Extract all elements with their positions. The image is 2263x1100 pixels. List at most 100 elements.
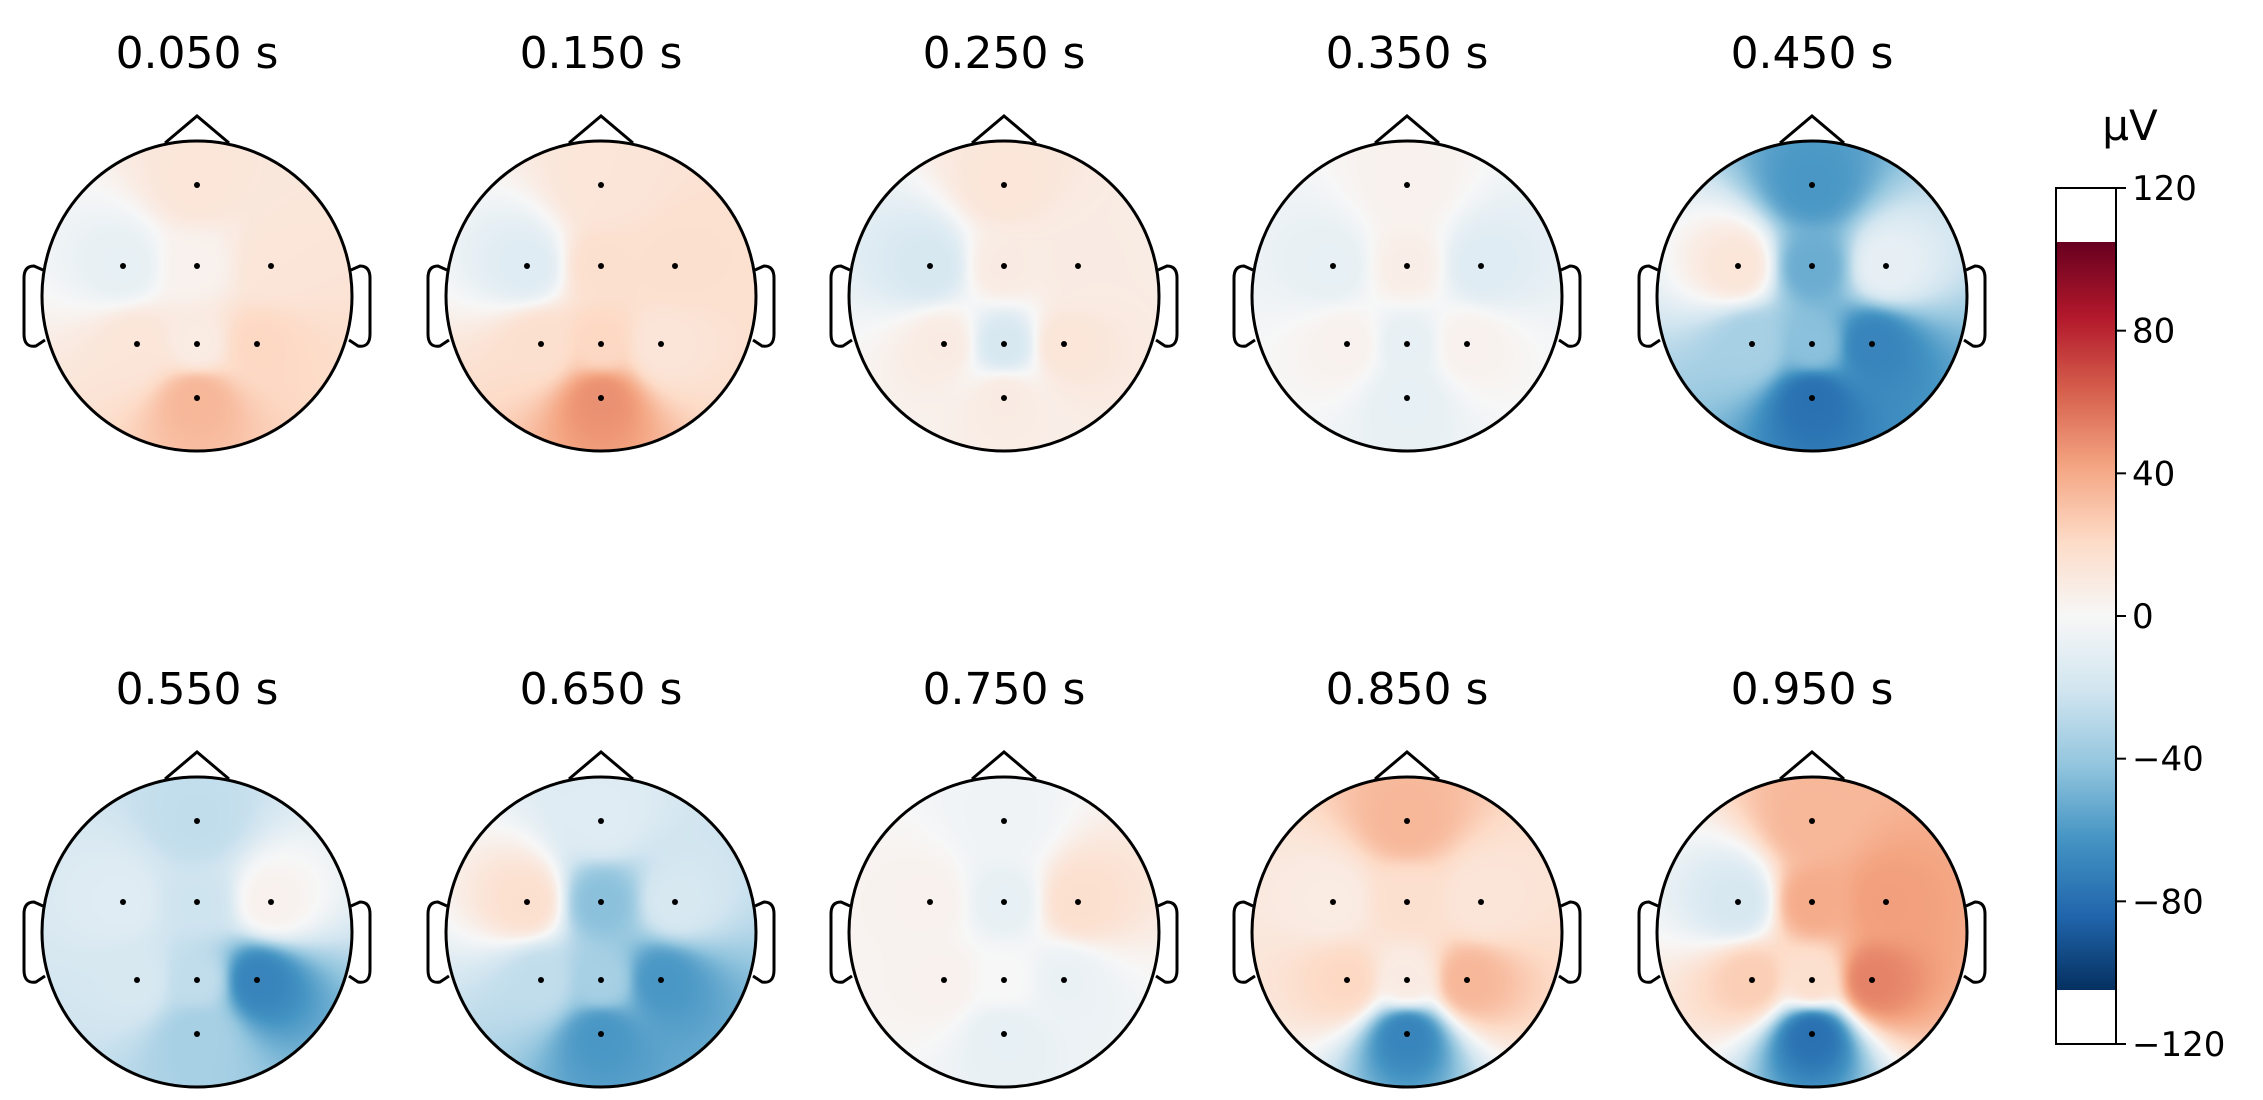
topomap-title: 0.650 s [520,664,683,715]
sensor-cz [598,263,604,269]
sensor-oz [598,395,604,401]
sensor-p3 [941,341,947,347]
sensor-oz [1404,1031,1410,1037]
sensor-p3 [538,341,544,347]
sensor-pz [598,341,604,347]
topomap-title: 0.550 s [116,664,279,715]
colorbar-tick-label: −80 [2132,882,2204,922]
colorbar-gradient [2056,242,2116,990]
sensor-oz [1001,1031,1007,1037]
sensor-c3 [1735,899,1741,905]
left-ear [426,264,450,348]
sensor-fz [1404,182,1410,188]
topomap: 0.150 s [426,28,776,453]
nose [164,114,230,145]
left-ear [829,900,853,984]
head-outline [847,139,1161,453]
sensor-c3 [1735,263,1741,269]
right-ear [348,264,372,348]
sensor-c3 [120,263,126,269]
sensor-cz [1404,899,1410,905]
sensor-c4 [1883,263,1889,269]
nose [568,114,634,145]
sensor-c4 [1478,263,1484,269]
colorbar-label: μV [2102,101,2158,150]
right-ear [1558,900,1582,984]
sensor-pz [1001,341,1007,347]
topomap: 0.550 s [22,664,372,1089]
head-outline [1655,775,1969,1089]
sensor-c3 [927,263,933,269]
sensor-fz [598,818,604,824]
sensor-p4 [1061,341,1067,347]
sensor-c4 [1075,263,1081,269]
topomap: 0.450 s [1637,28,1987,453]
sensor-pz [1809,341,1815,347]
topomap-title: 0.250 s [923,28,1086,79]
left-ear [1232,264,1256,348]
right-ear [1963,900,1987,984]
right-ear [1963,264,1987,348]
topomaps-layer: 0.050 s 0.150 s 0.250 s 0.350 s 0.450 s 0.550… [22,28,1987,1089]
sensor-pz [598,977,604,983]
left-ear [1232,900,1256,984]
head-outline [444,139,758,453]
right-ear [1155,264,1179,348]
colorbar-tick-label: 80 [2132,312,2175,352]
right-ear [1155,900,1179,984]
sensor-cz [1404,263,1410,269]
nose [1374,114,1440,145]
sensor-fz [1001,818,1007,824]
sensor-c4 [672,899,678,905]
colorbar: μV 120 80 40 0 −40 −80 −120 [2055,101,2225,1065]
sensor-fz [194,818,200,824]
sensor-c4 [1478,899,1484,905]
sensor-pz [1404,977,1410,983]
sensor-p4 [254,977,260,983]
head-outline [40,139,354,453]
right-ear [348,900,372,984]
topomap: 0.750 s [829,664,1179,1089]
topomap: 0.050 s [22,28,372,453]
topomap-title: 0.050 s [116,28,279,79]
left-ear [22,900,46,984]
topomap: 0.950 s [1637,664,1987,1089]
topomap-title: 0.350 s [1326,28,1489,79]
sensor-fz [1001,182,1007,188]
sensor-fz [1404,818,1410,824]
left-ear [1637,264,1661,348]
sensor-c3 [1330,263,1336,269]
topomap: 0.350 s [1232,28,1582,453]
sensor-p4 [1061,977,1067,983]
topomap-title: 0.150 s [520,28,683,79]
topomap: 0.250 s [829,28,1179,453]
left-ear [426,900,450,984]
sensor-oz [1404,395,1410,401]
sensor-p3 [134,977,140,983]
sensor-p3 [1344,977,1350,983]
left-ear [22,264,46,348]
sensor-p3 [134,341,140,347]
sensor-p3 [1749,341,1755,347]
right-ear [1558,264,1582,348]
sensor-fz [194,182,200,188]
sensor-c3 [927,899,933,905]
sensor-oz [194,395,200,401]
sensor-p4 [658,977,664,983]
sensor-pz [1809,977,1815,983]
colorbar-tick-label: −120 [2132,1025,2225,1065]
topomap-title: 0.750 s [923,664,1086,715]
topomap-title: 0.950 s [1731,664,1894,715]
head-outline [847,775,1161,1089]
sensor-fz [1809,818,1815,824]
sensor-oz [1809,395,1815,401]
nose [971,750,1037,781]
topomap: 0.650 s [426,664,776,1089]
nose [164,750,230,781]
head-outline [1250,775,1564,1089]
sensor-c3 [120,899,126,905]
sensor-pz [1001,977,1007,983]
nose [971,114,1037,145]
sensor-cz [1001,899,1007,905]
